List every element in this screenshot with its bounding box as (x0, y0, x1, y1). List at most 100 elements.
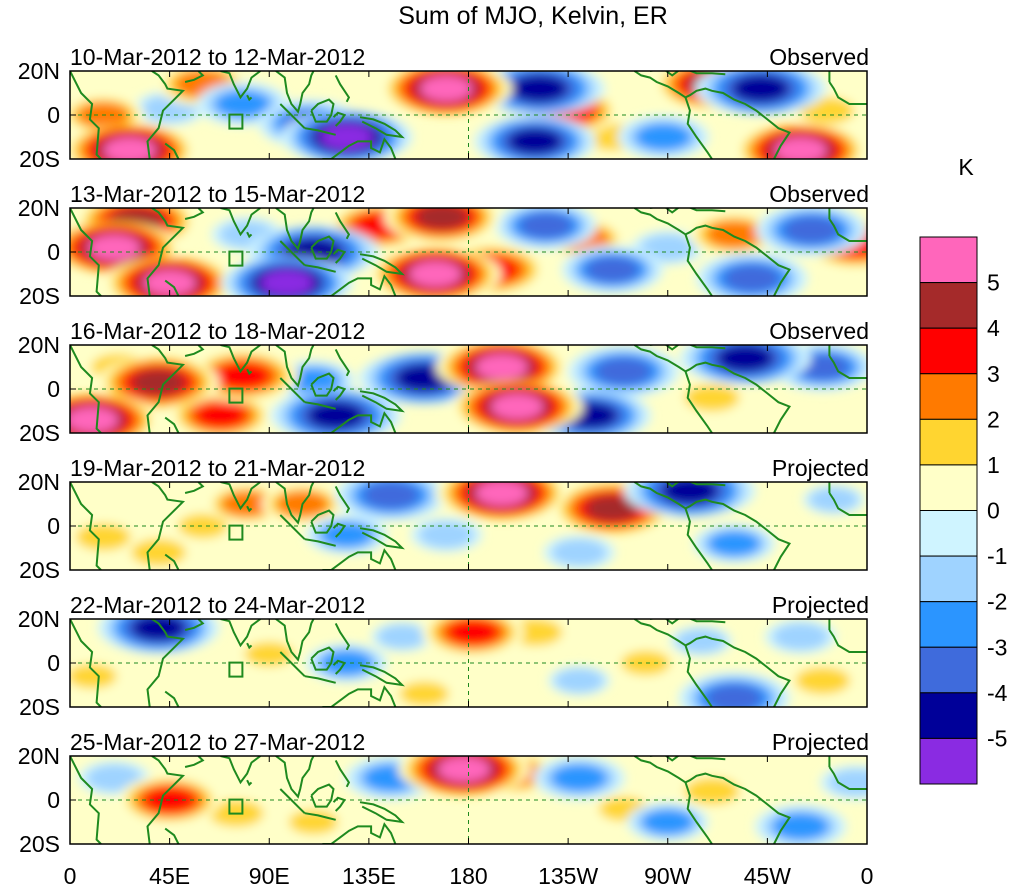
coastline (322, 822, 397, 844)
colorbar: K 5 4 3 2 1 0 -1 -2 -3 -4 -5 (919, 154, 1008, 785)
panel-status: Observed (769, 44, 869, 70)
x-tick-label: 135E (342, 863, 396, 889)
coastline (322, 274, 397, 296)
coastline (304, 264, 336, 273)
coastline (279, 514, 306, 540)
anomaly-blob (220, 256, 353, 296)
coastline (275, 756, 315, 799)
anomaly-blob (70, 661, 124, 692)
coastline (334, 485, 351, 514)
coastline (684, 508, 713, 570)
y-tick-label: 20N (18, 195, 60, 221)
colorbar-unit-label: K (958, 154, 974, 180)
contour-level (244, 642, 294, 667)
panel-status: Observed (769, 181, 869, 207)
contour-core (264, 271, 309, 294)
coastline (164, 690, 180, 707)
anomaly-blob (70, 393, 159, 433)
anomaly-blob (282, 807, 345, 837)
colorbar-label: -4 (987, 680, 1008, 706)
anomaly-blob (694, 71, 827, 115)
coastline (310, 98, 335, 123)
coastline (688, 208, 726, 213)
coastline (310, 783, 335, 808)
anomaly-blob (435, 345, 568, 393)
coastline (246, 642, 253, 650)
contour-level (828, 769, 867, 796)
coastline (828, 218, 867, 242)
coastline (322, 685, 397, 707)
coastline (359, 801, 405, 824)
colorbar-label: -3 (987, 634, 1007, 660)
x-tick-label: 45W (744, 863, 792, 889)
anomaly-blob (238, 639, 301, 670)
x-tick-label: 90E (249, 863, 290, 889)
coastline (633, 619, 792, 707)
colorbar-swatch (919, 601, 978, 648)
coastlines (70, 756, 867, 844)
coastline (275, 345, 315, 388)
coastlines (70, 619, 867, 707)
y-tick-label: 20N (18, 332, 60, 358)
coastline (246, 231, 253, 239)
panel-date-range: 22-Mar-2012 to 24-Mar-2012 (70, 592, 365, 618)
coastline (310, 646, 335, 671)
contour-level (507, 128, 562, 155)
coastline (70, 71, 102, 159)
coastline (275, 71, 315, 114)
anomaly-blob (398, 756, 531, 796)
colorbar-swatch (919, 282, 978, 329)
map-panel: 20N 0 20S 25-Mar-2012 to 27-Mar-2012 Project… (18, 729, 869, 857)
contour-level (706, 220, 762, 248)
coastline (359, 527, 405, 550)
coastline (275, 482, 315, 525)
coastline (828, 355, 867, 379)
coastline (304, 812, 336, 821)
colorbar-swatch (919, 373, 978, 420)
contour-core (479, 356, 524, 378)
contour-level (640, 234, 696, 261)
contour-level (641, 809, 694, 835)
colorbar-label: -5 (987, 725, 1007, 751)
contour-core (424, 77, 469, 100)
panels-group: 20N 0 20S 10-Mar-2012 to 12-Mar-2012 Observe… (18, 44, 869, 857)
coastline (164, 279, 180, 296)
map-panel: 20N 0 20S 22-Mar-2012 to 24-Mar-2012 Project… (18, 592, 869, 720)
contour-level (635, 123, 692, 151)
coastline (688, 482, 726, 487)
coastline (246, 94, 253, 102)
coastline (304, 538, 336, 547)
colorbar-swatch (919, 737, 978, 785)
reference-box (228, 387, 244, 404)
chart-title: Sum of MJO, Kelvin, ER (398, 2, 668, 30)
contour-level (419, 521, 474, 549)
anomaly-blob (473, 71, 606, 115)
panel-date-range: 19-Mar-2012 to 21-Mar-2012 (70, 455, 365, 481)
y-tick-label: 0 (47, 787, 60, 813)
coastline (304, 401, 336, 410)
anomaly-blob (495, 208, 597, 250)
coastline (70, 619, 102, 707)
anomaly-blob (614, 648, 677, 678)
coastline (184, 208, 205, 220)
contour-core (738, 77, 783, 100)
panel-date-range: 25-Mar-2012 to 27-Mar-2012 (70, 729, 365, 755)
colorbar-swatch (919, 327, 978, 375)
anomaly-blob (533, 756, 626, 800)
x-tick-label: 135W (538, 863, 598, 889)
y-tick-label: 20S (19, 831, 60, 857)
anomaly-blob (371, 621, 434, 652)
contour-level (684, 384, 740, 412)
anomaly-blob (734, 124, 867, 159)
coastlines (70, 208, 867, 296)
coastline (633, 482, 792, 570)
coastline (146, 756, 186, 844)
coastline (684, 645, 713, 707)
anomaly-blob (755, 208, 867, 256)
anomaly-blob (70, 221, 181, 274)
contour-level (585, 256, 639, 283)
coastline (220, 345, 261, 374)
contour-core (479, 482, 524, 504)
anomaly-blob (97, 356, 220, 409)
anomaly-blob (764, 619, 837, 654)
